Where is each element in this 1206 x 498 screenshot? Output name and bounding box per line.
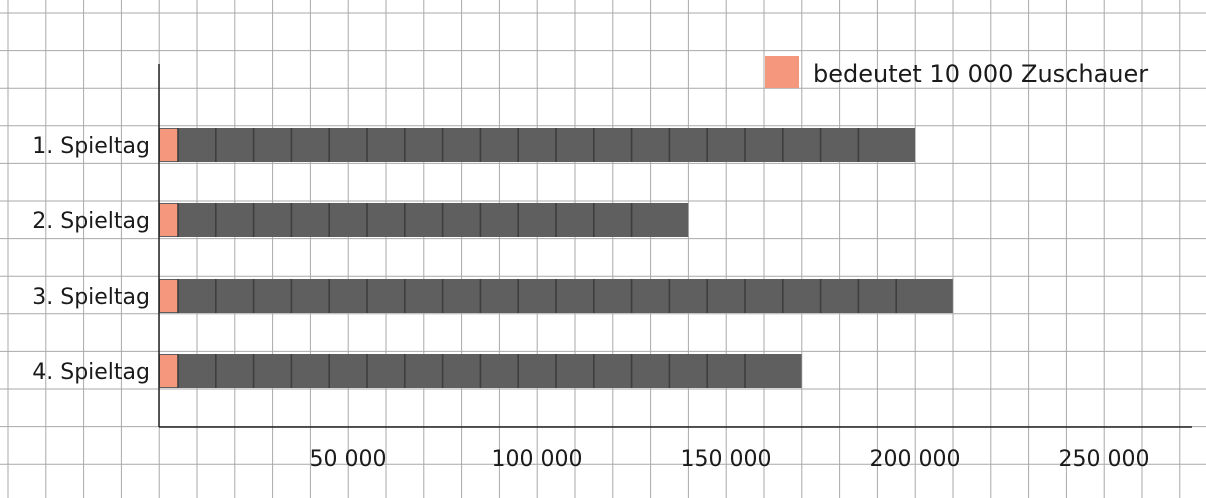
axes	[158, 64, 1192, 428]
legend-swatch	[765, 56, 799, 88]
category-labels: 1. Spieltag 2. Spieltag 3. Spieltag 4. Spie…	[32, 134, 150, 385]
category-label: 2. Spieltag	[32, 209, 150, 234]
x-tick-label: 200 000	[870, 447, 961, 472]
bar-unit-accent	[160, 204, 178, 236]
bar-unit-accent	[160, 280, 178, 312]
category-label: 1. Spieltag	[32, 134, 150, 159]
bars	[159, 128, 953, 388]
category-label: 4. Spieltag	[32, 360, 150, 385]
bar-unit-accent	[160, 355, 178, 387]
x-tick-label: 250 000	[1059, 447, 1150, 472]
bar	[159, 128, 915, 162]
legend: bedeutet 10 000 Zuschauer	[765, 56, 1148, 88]
x-tick-label: 150 000	[681, 447, 772, 472]
bar	[159, 203, 689, 237]
x-tick-label: 100 000	[492, 447, 583, 472]
bar-unit-accent	[160, 129, 178, 161]
legend-label: bedeutet 10 000 Zuschauer	[813, 60, 1148, 88]
category-label: 3. Spieltag	[32, 285, 150, 310]
x-tick-labels: 50 000 100 000 150 000 200 000 250 000	[310, 447, 1150, 472]
x-tick-label: 50 000	[310, 447, 387, 472]
